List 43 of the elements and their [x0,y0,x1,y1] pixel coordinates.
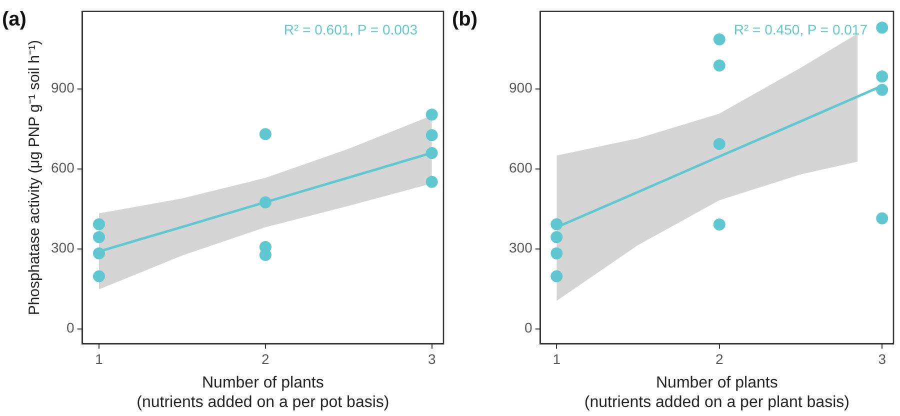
point [876,70,888,82]
y-tick-label: 900 [509,80,533,96]
y-tick-label: 900 [51,80,75,96]
point [259,196,272,208]
y-tick-label: 300 [51,240,75,256]
y-tick-label: 0 [66,320,75,336]
x-tick-label: 1 [95,351,104,368]
point [713,218,726,231]
x-tick-label: 3 [878,351,886,368]
point [550,218,563,230]
point [93,270,105,282]
x-axis-title: Number of plants (nutrients added on a per pot basis) [136,374,390,411]
y-tick-label: 0 [524,320,533,336]
point [550,231,563,244]
annotation: R² = 0.450, P = 0.017 [734,21,868,38]
point [713,60,726,72]
point [93,247,105,260]
x-tick-label: 1 [552,351,561,368]
point [876,212,888,224]
point [259,128,272,140]
x-tick-label: 3 [428,351,436,368]
point [93,218,105,230]
chart-title: (b) [452,8,478,31]
point [426,147,438,160]
point [426,176,438,188]
x-tick-label: 2 [715,351,724,368]
y-tick-label: 600 [51,160,75,176]
point [93,231,105,244]
x-tick-label: 2 [262,351,270,368]
x-axis-title: Number of plants (nutrients added on a per plant basis) [584,374,850,411]
point [550,247,563,260]
point [426,129,438,142]
point [876,22,888,34]
annotation: R² = 0.601, P = 0.003 [284,21,418,38]
y-axis-title: Phosphatase activity (μg PNP g⁻¹ soil h⁻¹) [26,40,44,316]
point [426,108,438,121]
chart-title: (a) [2,8,26,31]
point [550,270,563,282]
point [713,138,726,150]
point [876,84,888,96]
y-tick-label: 600 [509,160,533,176]
y-tick-label: 300 [509,240,533,256]
point [713,33,726,46]
